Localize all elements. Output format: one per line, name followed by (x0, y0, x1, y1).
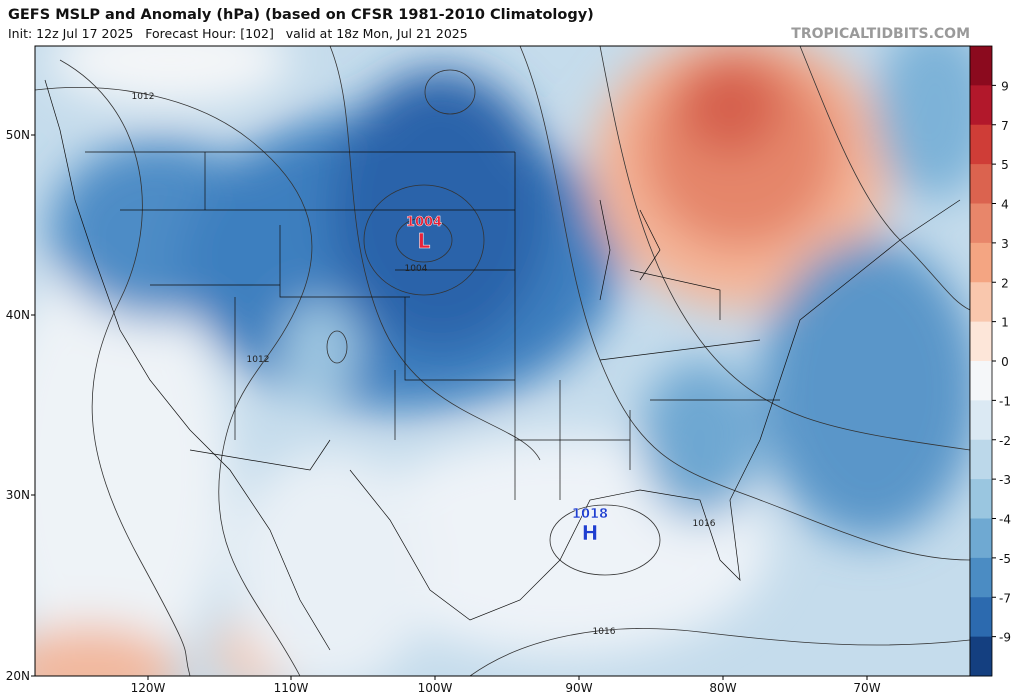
lon-label: 90W (565, 681, 592, 695)
lon-label: 80W (709, 681, 736, 695)
colorbar-label: -5 (999, 552, 1011, 566)
colorbar-label: 9 (1001, 79, 1009, 93)
colorbar-bin (970, 361, 992, 401)
contour-label: 1016 (693, 519, 716, 529)
colorbar-bin (970, 636, 992, 677)
lon-label: 100W (418, 681, 453, 695)
colorbar-label: 4 (1001, 198, 1009, 212)
lon-label: 120W (131, 681, 166, 695)
center-letter: L (418, 229, 431, 253)
colorbar-bin (970, 164, 992, 204)
contour-label: 1012 (132, 92, 155, 102)
colorbar-bin (970, 400, 992, 441)
colorbar-bin (970, 557, 992, 598)
colorbar-bin (970, 203, 992, 244)
center-letter: H (582, 521, 599, 545)
colorbar-label: 0 (1001, 355, 1009, 369)
contour-label: 1012 (247, 355, 270, 365)
colorbar-label: -9 (999, 631, 1011, 645)
colorbar-bin (970, 518, 992, 559)
subtitle: Init: 12z Jul 17 2025 Forecast Hour: [10… (8, 26, 468, 41)
colorbar-bin (970, 439, 992, 480)
lat-label: 30N (6, 488, 30, 502)
center-pressure: 1018 (572, 507, 608, 522)
contour-label: 1004 (405, 264, 428, 274)
colorbar-label: -1 (999, 394, 1011, 408)
colorbar-label: -2 (999, 434, 1011, 448)
colorbar-label: -4 (999, 513, 1011, 527)
lon-label: 70W (853, 681, 880, 695)
colorbar-label: 2 (1001, 276, 1009, 290)
map-field (35, 46, 970, 676)
colorbar-bin (970, 282, 992, 323)
colorbar-bin (970, 85, 992, 126)
title: GEFS MSLP and Anomaly (hPa) (based on CF… (8, 7, 594, 23)
colorbar-label: 3 (1001, 237, 1009, 251)
colorbar-bin (970, 479, 992, 519)
colorbar-bin (970, 124, 992, 165)
colorbar-label: -3 (999, 473, 1011, 487)
lat-label: 20N (6, 669, 30, 683)
colorbar-bin (970, 321, 992, 362)
watermark: TROPICALTIDBITS.COM (791, 26, 970, 42)
colorbar-label: 7 (1001, 119, 1009, 133)
colorbar-label: -7 (999, 591, 1011, 605)
colorbar-bin (970, 242, 992, 283)
contour-label: 1016 (593, 627, 616, 637)
colorbar-label: 1 (1001, 316, 1009, 330)
center-pressure: 1004 (406, 215, 442, 230)
lat-label: 50N (6, 128, 30, 142)
lon-label: 110W (274, 681, 309, 695)
lat-label: 40N (6, 308, 30, 322)
colorbar-bin (970, 597, 992, 638)
colorbar-label: 5 (1001, 158, 1009, 172)
colorbar-bin (970, 46, 992, 86)
